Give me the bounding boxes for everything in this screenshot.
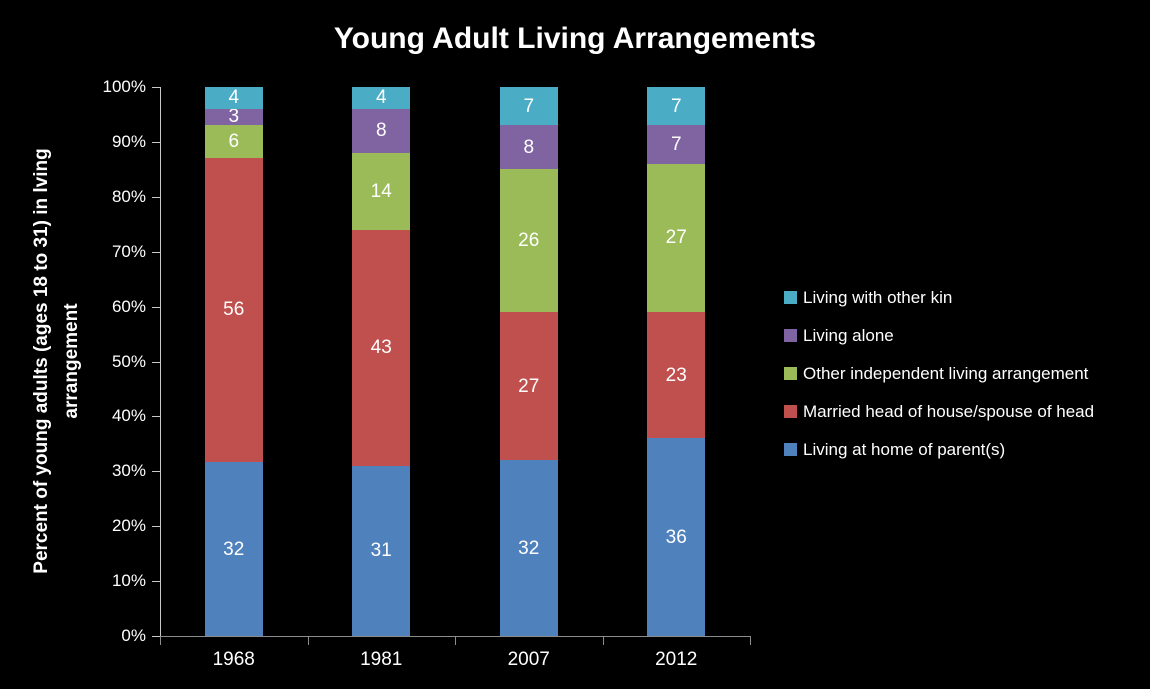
- y-tick-label: 60%: [111, 296, 146, 316]
- legend-item: Married head of house/spouse of head: [784, 403, 1094, 420]
- bar-segment-living-with-other-kin: [352, 87, 411, 109]
- legend-item: Living at home of parent(s): [784, 441, 1094, 458]
- y-axis-tick: [152, 87, 160, 88]
- bar-segment-living-at-home-of-parent-s-: [499, 460, 558, 636]
- y-axis-tick: [152, 416, 160, 418]
- bar-value-label: 8: [523, 136, 535, 158]
- y-tick-label: 40%: [111, 406, 146, 426]
- x-axis-tick: [307, 637, 309, 645]
- bar-value-label: 26: [518, 230, 540, 252]
- bar-value-label: 8: [375, 120, 387, 142]
- x-tick-label: 2007: [507, 649, 550, 670]
- bar-value-label: 32: [518, 537, 540, 559]
- bar-segment-living-alone: [499, 125, 558, 170]
- y-axis-title: Percent of young adults (ages 18 to 31) …: [27, 61, 89, 661]
- x-axis-tick: [455, 637, 456, 645]
- bar-segment-married-head-of-house-spouse-of-head: [647, 312, 706, 439]
- y-tick-label: 80%: [111, 186, 146, 206]
- y-tick-label: 90%: [111, 131, 146, 151]
- legend-swatch-icon: [784, 443, 797, 456]
- bar-segment-living-at-home-of-parent-s-: [204, 462, 263, 636]
- x-tick-label: 1968: [212, 649, 255, 670]
- legend-swatch-icon: [784, 329, 797, 342]
- legend-label: Living alone: [803, 326, 894, 345]
- x-axis-line: [160, 636, 751, 637]
- bar-value-label: 7: [670, 134, 682, 156]
- y-tick-label: 50%: [111, 351, 146, 371]
- bar-segment-living-at-home-of-parent-s-: [647, 438, 706, 636]
- legend-label: Living at home of parent(s): [803, 440, 1006, 459]
- bar-segment-living-with-other-kin: [647, 87, 706, 126]
- y-axis-tick: [152, 141, 160, 143]
- legend-label: Married head of house/spouse of head: [803, 402, 1095, 421]
- y-axis-tick: [152, 471, 160, 473]
- bar-value-label: 7: [523, 95, 535, 117]
- y-axis-tick: [152, 526, 160, 528]
- bar-value-label: 31: [370, 540, 392, 562]
- bar-segment-other-independent-living-arrangement: [204, 125, 263, 158]
- bar-segment-living-alone: [647, 125, 706, 164]
- y-tick-label: 100%: [102, 77, 146, 96]
- bar-segment-living-alone: [352, 108, 411, 153]
- bar-value-label: 27: [665, 227, 687, 249]
- bar-value-label: 4: [228, 87, 240, 109]
- legend-item: Living with other kin: [784, 289, 1094, 306]
- legend-label: Living with other kin: [803, 288, 953, 307]
- y-tick-label: 0%: [121, 626, 146, 645]
- y-tick-label: 10%: [111, 571, 146, 591]
- y-axis-tick: [152, 196, 160, 198]
- legend-item: Other independent living arrangement: [784, 365, 1094, 382]
- y-axis-title-line1: Percent of young adults (ages 18 to 31) …: [31, 148, 52, 574]
- bar-value-label: 43: [370, 337, 392, 359]
- bar-value-label: 7: [670, 95, 682, 117]
- x-axis-tick: [750, 637, 751, 645]
- bar-value-label: 6: [228, 130, 240, 152]
- bar-value-label: 3: [228, 106, 240, 128]
- legend: Living with other kin Living alone Other i…: [784, 289, 1094, 479]
- bar-segment-married-head-of-house-spouse-of-head: [499, 312, 558, 461]
- bar-value-label: 36: [665, 526, 687, 548]
- bar-value-label: 27: [518, 375, 540, 397]
- bar-segment-other-independent-living-arrangement: [499, 169, 558, 313]
- bar-value-label: 56: [223, 299, 245, 321]
- bar-segment-living-alone: [204, 108, 263, 126]
- x-tick-label: 1981: [360, 649, 403, 670]
- bar-segment-married-head-of-house-spouse-of-head: [204, 157, 263, 463]
- y-tick-label: 20%: [111, 516, 146, 536]
- legend-label: Other independent living arrangement: [803, 364, 1089, 383]
- y-axis-tick: [152, 636, 160, 637]
- bar-segment-other-independent-living-arrangement: [352, 152, 411, 230]
- bar-segment-other-independent-living-arrangement: [647, 163, 706, 313]
- y-axis-line: [160, 87, 161, 637]
- bar-segment-married-head-of-house-spouse-of-head: [352, 229, 411, 466]
- x-tick-label: 2012: [655, 649, 698, 670]
- legend-swatch-icon: [784, 367, 797, 380]
- x-axis-tick: [160, 637, 161, 645]
- x-axis-tick: [602, 637, 604, 645]
- bar-segment-living-with-other-kin: [499, 87, 558, 126]
- y-tick-label: 30%: [111, 461, 146, 481]
- legend-swatch-icon: [784, 405, 797, 418]
- bar-segment-living-at-home-of-parent-s-: [352, 465, 411, 636]
- bar-value-label: 14: [370, 180, 392, 202]
- bar-value-label: 4: [375, 87, 387, 109]
- bar-value-label: 32: [223, 538, 245, 560]
- y-tick-label: 70%: [111, 241, 146, 261]
- legend-swatch-icon: [784, 291, 797, 304]
- legend-item: Living alone: [784, 327, 1094, 344]
- y-axis-tick: [152, 361, 160, 363]
- bar-value-label: 23: [665, 364, 687, 386]
- bar-segment-living-with-other-kin: [204, 87, 263, 109]
- chart-title: Young Adult Living Arrangements: [333, 22, 817, 55]
- y-axis-tick: [152, 306, 160, 308]
- y-axis-tick: [152, 251, 160, 253]
- y-axis-tick: [152, 581, 160, 583]
